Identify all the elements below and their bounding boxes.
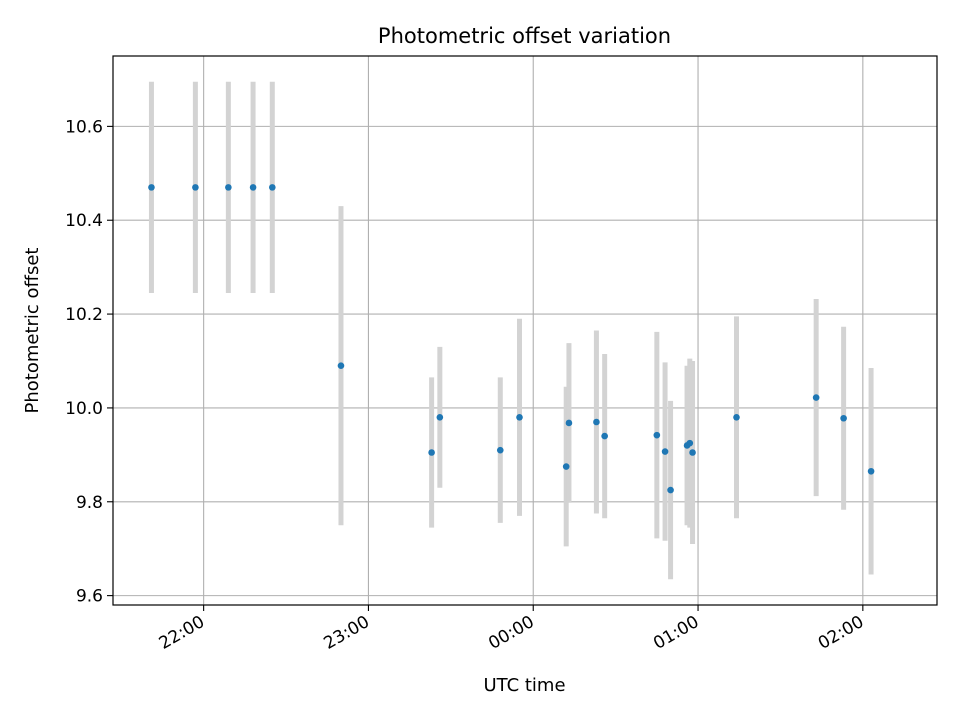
data-point <box>667 486 674 494</box>
data-point <box>337 362 345 369</box>
data-point <box>867 467 875 475</box>
chart-title: Photometric offset variation <box>378 24 671 48</box>
y-tick-label: 10.6 <box>65 117 103 137</box>
y-tick-label: 10.2 <box>65 305 103 325</box>
data-point <box>436 414 444 421</box>
y-axis-label: Photometric offset <box>22 248 43 414</box>
data-point <box>192 184 199 191</box>
data-point <box>565 419 573 427</box>
data-point <box>601 432 608 440</box>
y-tick-label: 9.8 <box>76 493 103 513</box>
data-point <box>593 418 600 426</box>
plot-frame <box>112 55 938 606</box>
data-point <box>516 414 523 421</box>
data-point <box>812 394 820 401</box>
data-point <box>686 439 694 447</box>
data-point <box>661 448 669 455</box>
grid <box>113 56 937 605</box>
data-point <box>689 449 696 456</box>
y-tick-label: 9.6 <box>76 587 103 607</box>
x-axis-label: UTC time <box>483 675 565 696</box>
y-tick-label: 10.0 <box>65 399 103 419</box>
data-point <box>562 463 570 470</box>
data-point <box>249 184 257 191</box>
data-point <box>840 414 847 422</box>
data-points <box>148 184 875 494</box>
y-tick-label: 10.4 <box>65 211 103 231</box>
data-point <box>496 446 504 454</box>
data-point <box>428 449 435 456</box>
data-point <box>225 184 232 191</box>
data-point <box>148 184 155 191</box>
data-point <box>733 414 740 421</box>
data-point <box>269 184 276 191</box>
data-point <box>653 431 661 439</box>
y-axis: 9.6 9.8 10.0 10.2 10.4 10.6 <box>65 117 113 607</box>
